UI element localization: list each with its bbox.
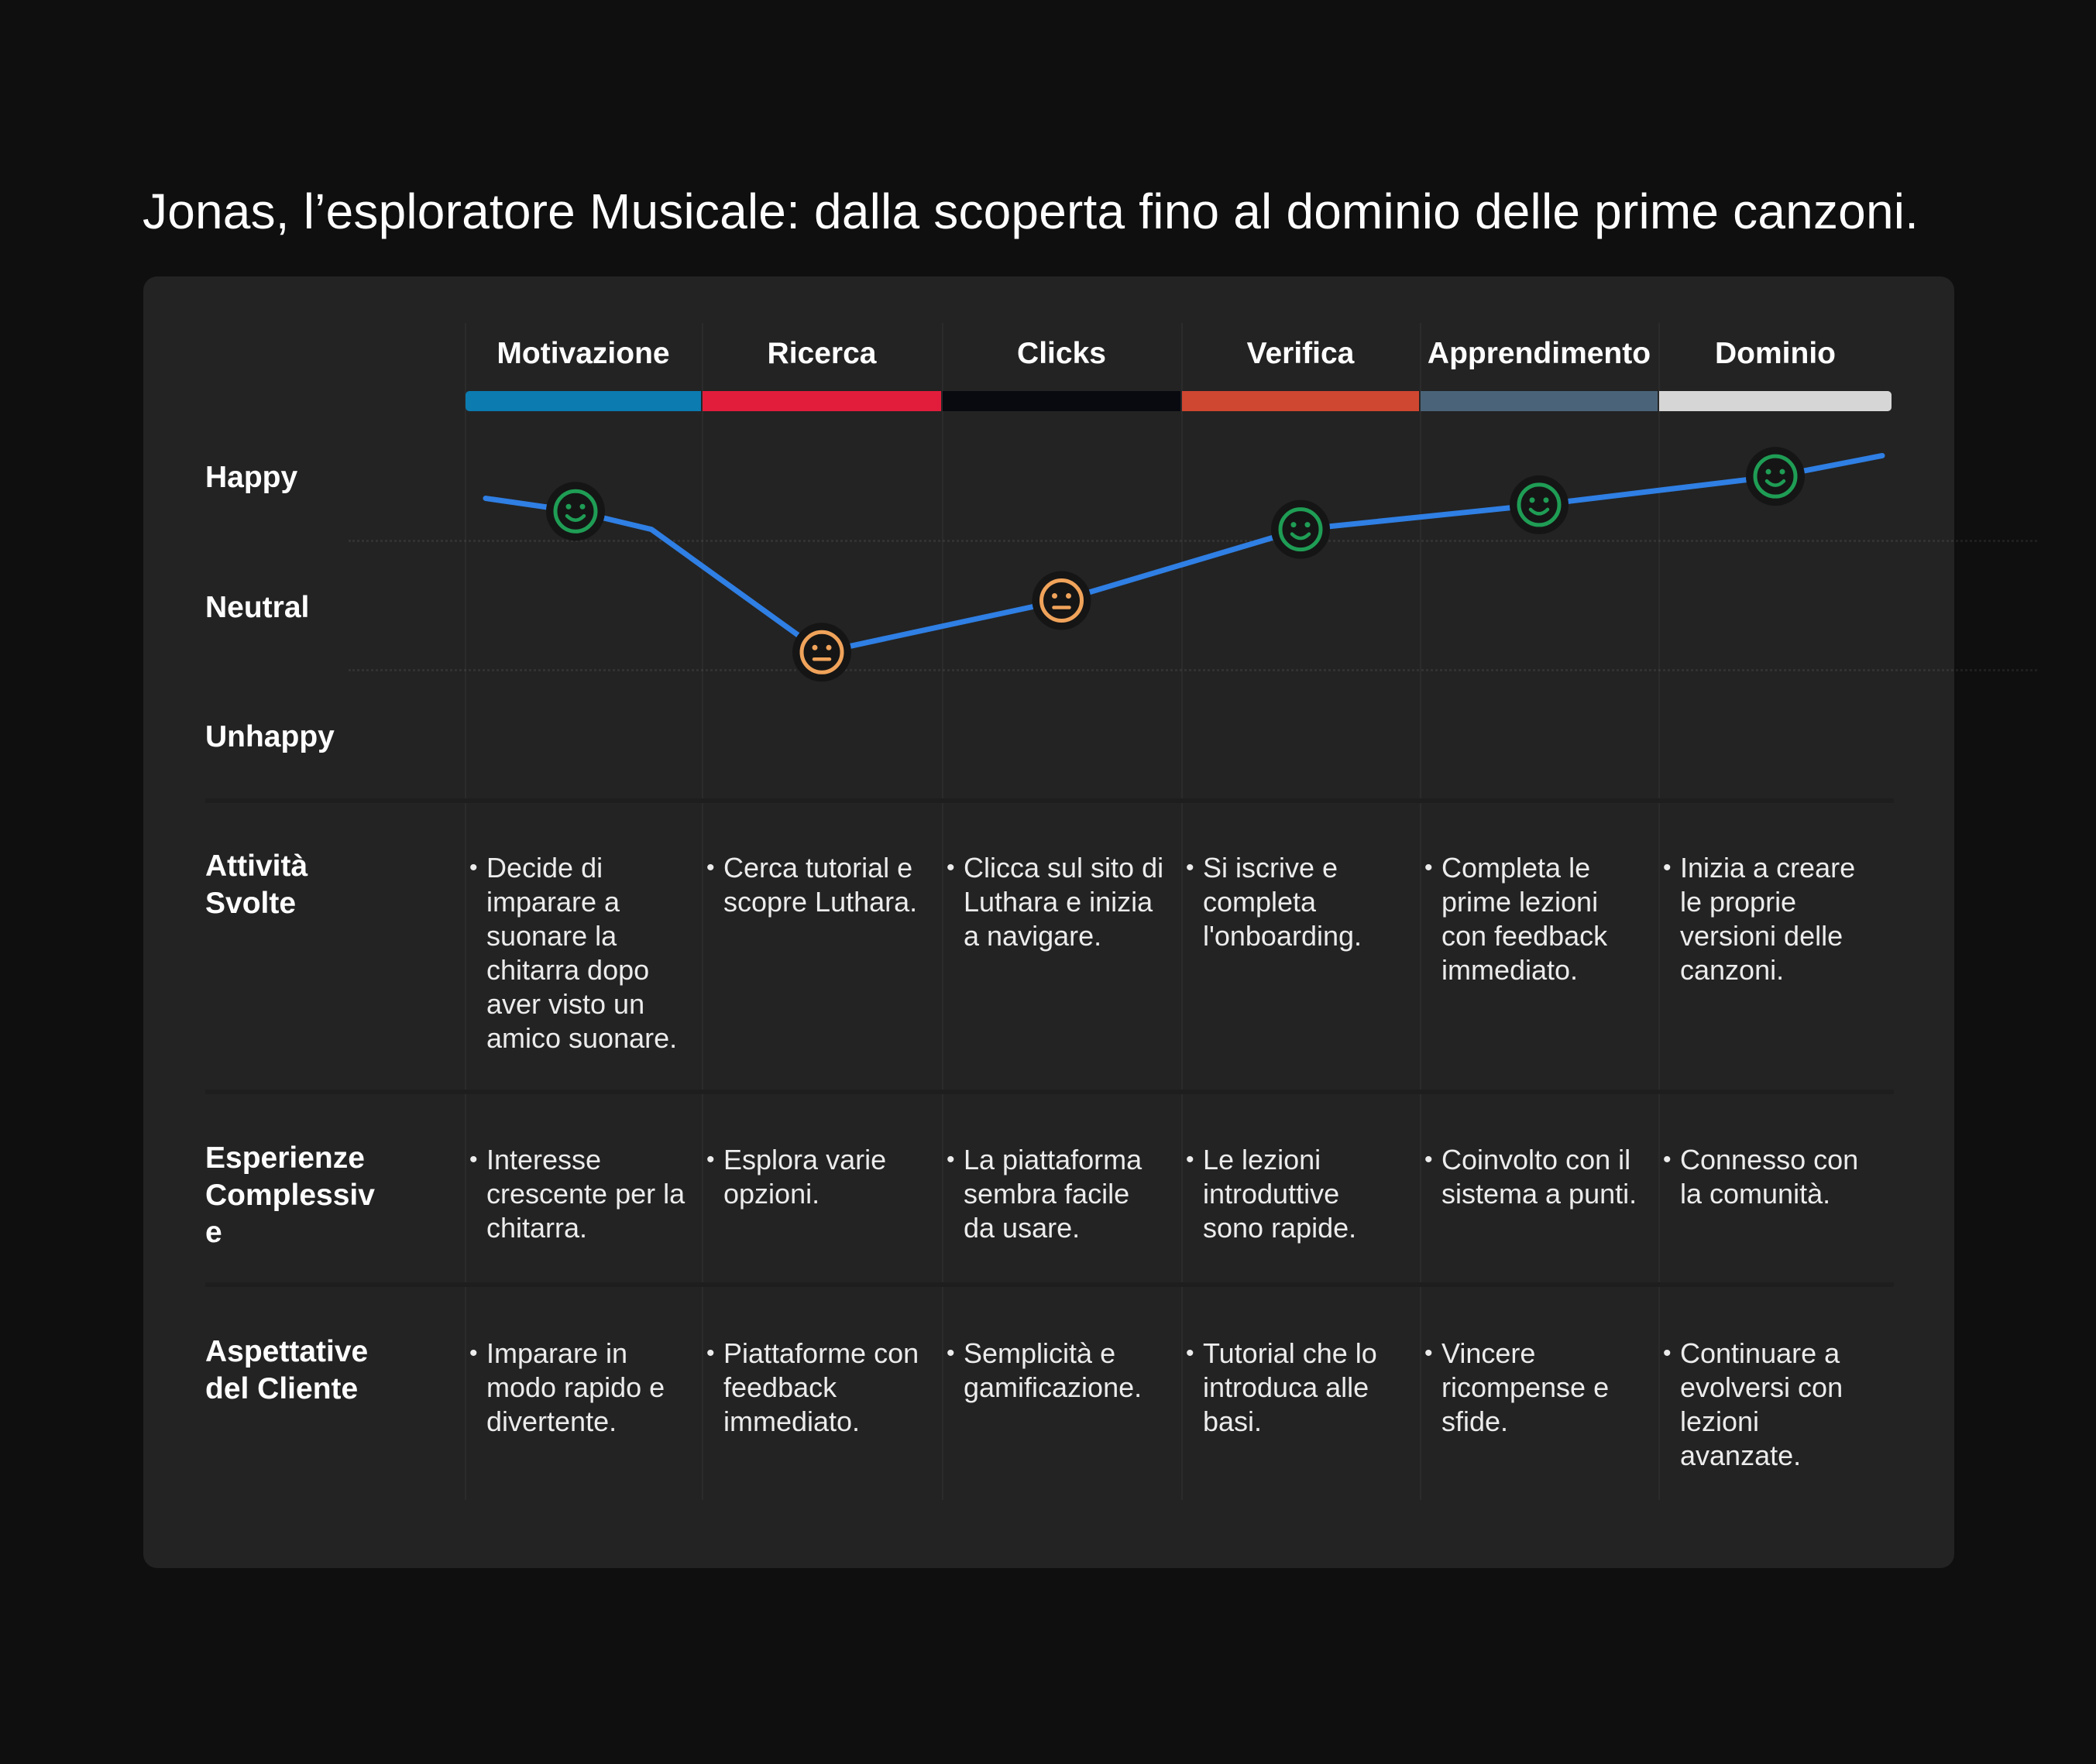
happy-guide-line xyxy=(349,540,2037,542)
emotion-curve-line xyxy=(483,452,1885,655)
attivita-svolte-cell-motivazione: Decide di imparare a suonare la chitarra… xyxy=(466,851,687,1055)
row-separator xyxy=(205,1090,1894,1094)
attivita-svolte-cell-clicks: Clicca sul sito di Luthara e inizia a na… xyxy=(943,851,1164,953)
stage-title-clicks: Clicks xyxy=(1017,337,1106,370)
emotion-label-neutral: Neutral xyxy=(205,591,310,624)
column-separator xyxy=(702,323,703,1500)
stage-color-bar-ricerca xyxy=(703,391,941,411)
attivita-svolte-cell-apprendimento: Completa le prime lezioni con feedback i… xyxy=(1421,851,1642,987)
happy-face-icon xyxy=(1271,499,1330,559)
page-title: Jonas, l’esploratore Musicale: dalla sco… xyxy=(143,184,1919,239)
stage-title-motivazione: Motivazione xyxy=(497,337,670,370)
stage-title-apprendimento: Apprendimento xyxy=(1427,337,1651,370)
row-label-attivita-svolte: Attività Svolte xyxy=(205,849,308,920)
neutral-guide-line xyxy=(349,669,2037,671)
esperienze-complessive-cell-verifica: Le lezioni introduttive sono rapide. xyxy=(1183,1143,1404,1245)
esperienze-complessive-cell-dominio: Connesso con la comunità. xyxy=(1660,1143,1881,1211)
row-label-esperienze-complessive: Esperienze Complessive xyxy=(205,1141,375,1249)
stage-color-bar-motivazione xyxy=(466,391,701,411)
column-separator xyxy=(1658,323,1660,1500)
neutral-face-icon xyxy=(1032,571,1091,630)
stage-color-bar-verifica xyxy=(1182,391,1419,411)
esperienze-complessive-cell-motivazione: Interesse crescente per la chitarra. xyxy=(466,1143,687,1245)
attivita-svolte-cell-ricerca: Cerca tutorial e scopre Luthara. xyxy=(703,851,924,919)
attivita-svolte-cell-verifica: Si iscrive e completa l'onboarding. xyxy=(1183,851,1404,953)
aspettative-cliente-cell-motivazione: Imparare in modo rapido e divertente. xyxy=(466,1337,687,1439)
column-separator xyxy=(1181,323,1183,1500)
neutral-face-icon xyxy=(792,623,851,682)
stage-color-bar-clicks xyxy=(943,391,1180,411)
emotion-label-unhappy: Unhappy xyxy=(205,720,335,753)
column-separator xyxy=(465,323,466,1500)
column-separator xyxy=(942,323,943,1500)
aspettative-cliente-cell-verifica: Tutorial che lo introduca alle basi. xyxy=(1183,1337,1404,1439)
attivita-svolte-cell-dominio: Inizia a creare le proprie versioni dell… xyxy=(1660,851,1881,987)
aspettative-cliente-cell-dominio: Continuare a evolversi con lezioni avanz… xyxy=(1660,1337,1881,1473)
emotion-curve-chart xyxy=(483,447,1885,682)
stage-color-bar-apprendimento xyxy=(1421,391,1658,411)
row-label-aspettative-cliente: Aspettative del Cliente xyxy=(205,1335,369,1405)
stage-title-ricerca: Ricerca xyxy=(767,337,877,370)
emotion-label-happy: Happy xyxy=(205,461,298,494)
column-separator xyxy=(1420,323,1421,1500)
aspettative-cliente-cell-ricerca: Piattaforme con feedback immediato. xyxy=(703,1337,924,1439)
happy-face-icon xyxy=(546,482,605,541)
aspettative-cliente-cell-clicks: Semplicità e gamificazione. xyxy=(943,1337,1164,1405)
journey-map-card: Motivazione Ricerca Clicks Verifica Apprendi… xyxy=(143,276,2037,1568)
happy-face-icon xyxy=(1746,447,1805,506)
stage-title-dominio: Dominio xyxy=(1715,337,1836,370)
happy-face-icon xyxy=(1510,475,1569,534)
stage-color-bar-dominio xyxy=(1659,391,1892,411)
esperienze-complessive-cell-ricerca: Esplora varie opzioni. xyxy=(703,1143,924,1211)
row-separator xyxy=(205,1282,1894,1287)
stage-title-verifica: Verifica xyxy=(1246,337,1355,370)
row-separator xyxy=(205,798,1894,803)
esperienze-complessive-cell-apprendimento: Coinvolto con il sistema a punti. xyxy=(1421,1143,1642,1211)
esperienze-complessive-cell-clicks: La piattaforma sembra facile da usare. xyxy=(943,1143,1164,1245)
aspettative-cliente-cell-apprendimento: Vincere ricompense e sfide. xyxy=(1421,1337,1642,1439)
